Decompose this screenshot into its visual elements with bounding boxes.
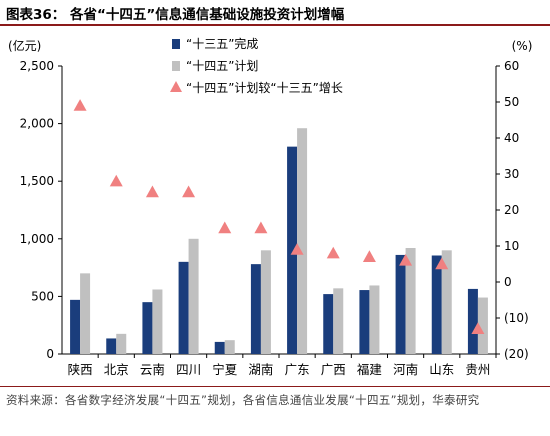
y-tick-right-label: 0 [504,275,512,289]
bar-completed [395,254,406,354]
chart-markers [73,99,485,334]
bar-planned [188,238,199,354]
legend-label-planned: “十四五”计划 [186,59,258,73]
bar-completed [214,341,225,354]
y-tick-right-label: 60 [504,59,519,73]
source-rule [0,386,550,387]
bar-planned [477,297,488,354]
bar-planned [297,128,308,354]
x-tick-label: 云南 [140,362,165,377]
x-tick-label: 陕西 [68,362,93,377]
growth-marker [218,221,232,234]
y-tick-right-label: 10 [504,239,519,253]
y-axis-right-label: (%) [512,39,533,53]
bar-planned [441,250,452,354]
x-tick-label: 四川 [176,362,201,377]
bar-planned [116,333,127,354]
bar-completed [250,264,261,354]
chart-bars [70,128,488,354]
chart: “十三五”完成“十四五”计划“十四五”计划较“十三五”增长 05001,0001… [8,36,532,377]
legend-swatch-growth [170,81,182,92]
x-tick-label: 福建 [357,362,383,377]
bar-completed [287,146,298,354]
bar-planned [405,248,416,354]
chart-labels: 0 500 1,000 1,500 2,000 2,500 (20) (10) 0 10 20 30 4… [8,38,532,377]
bar-planned [224,340,235,354]
y-tick-right-label: (20) [504,347,529,361]
chart-legend: “十三五”完成 “十四五”计划 “十四五”计划较“十三五”增长 [170,36,343,95]
y-tick-right-label: 30 [504,167,519,181]
y-tick-left-label: 2,000 [20,117,54,131]
y-axis-left-label: (亿元) [8,38,41,53]
growth-marker [435,257,449,270]
bar-completed [70,299,81,354]
growth-marker [326,246,340,259]
bar-completed [467,288,478,354]
bar-completed [359,290,370,354]
y-tick-right-label: (10) [504,311,529,325]
growth-marker [362,250,376,262]
y-tick-left-label: 500 [31,289,54,303]
legend-label-growth: “十四五”计划较“十三五”增长 [186,80,343,95]
x-tick-label: 湖南 [248,362,273,377]
bar-planned [152,289,163,354]
x-tick-label: 广东 [285,362,310,377]
x-tick-label: 宁夏 [212,362,238,377]
legend-label-completed: “十三五”完成 [186,36,258,51]
bar-planned [333,288,344,354]
title-rule [0,24,550,26]
bar-completed [106,338,117,354]
y-tick-right-label: 40 [504,131,519,145]
legend-swatch-planned [172,61,180,71]
bar-planned [260,250,271,354]
y-tick-right-label: 50 [504,95,519,109]
growth-marker [254,221,268,234]
bar-planned [369,285,380,354]
growth-marker [73,99,87,111]
source-note: 资料来源：各省数字经济发展“十四五”规划，各省信息通信业发展“十四五”规划，华泰… [6,393,480,407]
growth-marker [290,243,304,255]
chart-axes [58,65,500,358]
bar-completed [431,255,442,354]
y-tick-right-label: 20 [504,203,519,217]
growth-marker [182,185,196,198]
y-tick-left-label: 1,500 [20,174,54,188]
growth-marker [399,253,413,266]
growth-marker [109,174,123,187]
figure-title: 图表36： 各省“十四五”信息通信基础设施投资计划增幅 [6,7,345,23]
x-tick-label: 广西 [321,362,346,377]
growth-marker [145,185,159,198]
x-tick-label: 山东 [429,362,454,377]
x-tick-label: 北京 [104,362,129,377]
y-tick-left-label: 1,000 [20,232,54,246]
y-tick-left-label: 2,500 [20,59,54,73]
growth-marker [471,322,485,334]
y-tick-left-label: 0 [46,347,54,361]
bar-completed [178,261,189,354]
bar-completed [142,302,153,354]
legend-swatch-completed [172,39,180,49]
x-tick-label: 贵州 [465,362,490,377]
bar-planned [80,273,91,354]
x-tick-label: 河南 [393,362,418,377]
bar-completed [323,294,334,354]
